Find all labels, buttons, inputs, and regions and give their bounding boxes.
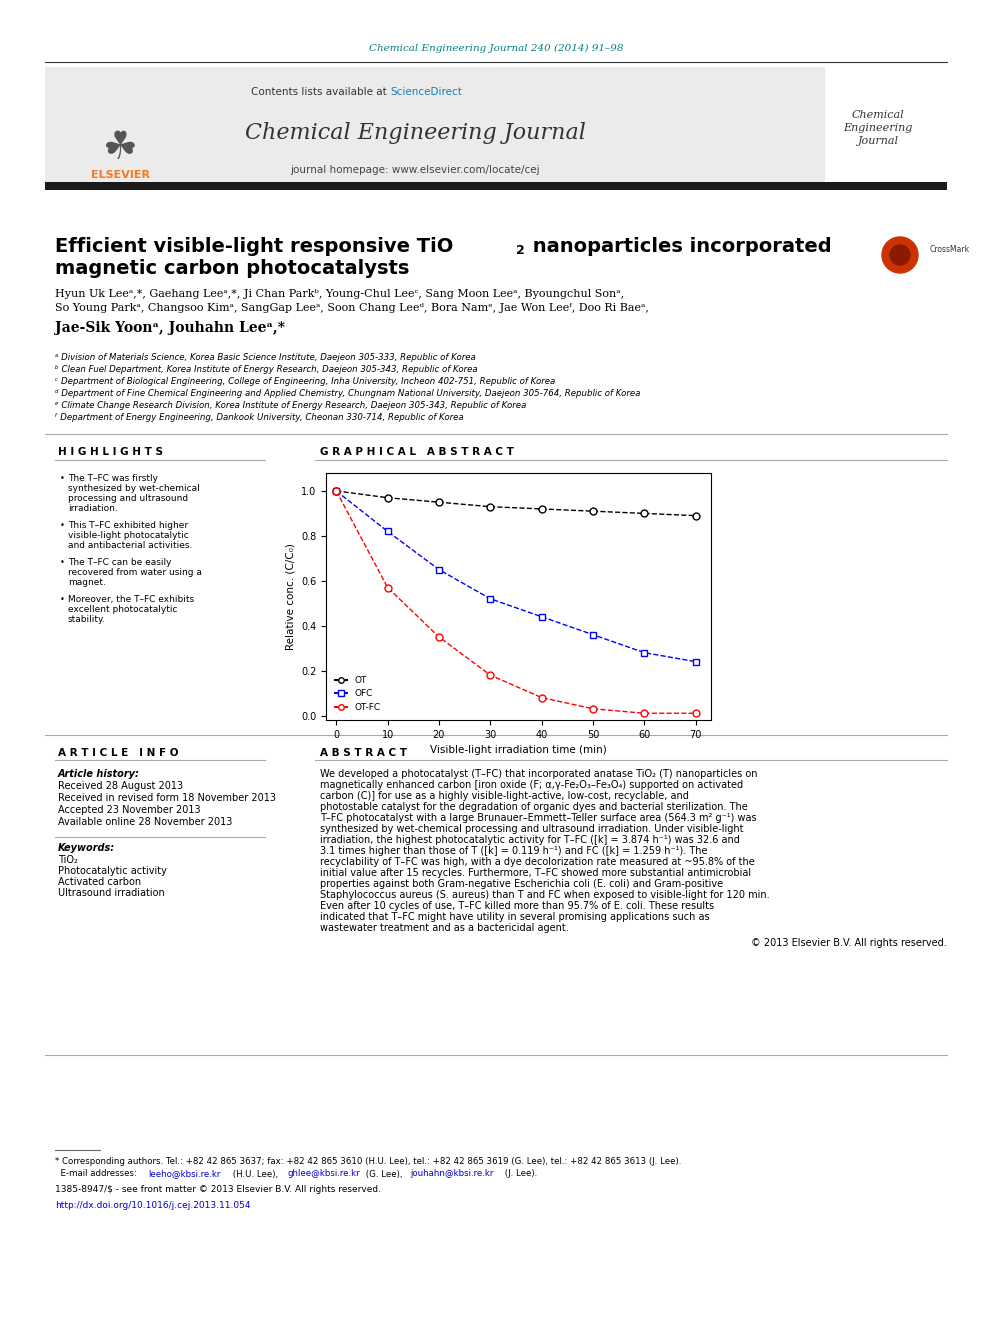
Text: Jae-Sik Yoonᵃ, Jouhahn Leeᵃ,*: Jae-Sik Yoonᵃ, Jouhahn Leeᵃ,* bbox=[55, 321, 285, 335]
Text: journal homepage: www.elsevier.com/locate/cej: journal homepage: www.elsevier.com/locat… bbox=[291, 165, 540, 175]
Text: recovered from water using a: recovered from water using a bbox=[68, 568, 202, 577]
Text: visible-light photocatalytic: visible-light photocatalytic bbox=[68, 531, 188, 540]
Text: leeho@kbsi.re.kr: leeho@kbsi.re.kr bbox=[148, 1170, 220, 1179]
Text: ᶠ Department of Energy Engineering, Dankook University, Cheonan 330-714, Republi: ᶠ Department of Energy Engineering, Dank… bbox=[55, 413, 463, 422]
Text: Received 28 August 2013: Received 28 August 2013 bbox=[58, 781, 184, 791]
Text: Activated carbon: Activated carbon bbox=[58, 877, 141, 886]
Text: Keywords:: Keywords: bbox=[58, 843, 115, 853]
Text: (G. Lee),: (G. Lee), bbox=[363, 1170, 406, 1179]
Text: 1385-8947/$ - see front matter © 2013 Elsevier B.V. All rights reserved.: 1385-8947/$ - see front matter © 2013 El… bbox=[55, 1185, 381, 1195]
Text: Even after 10 cycles of use, T–FC killed more than 95.7% of E. coli. These resul: Even after 10 cycles of use, T–FC killed… bbox=[320, 901, 714, 912]
Text: (H.U. Lee),: (H.U. Lee), bbox=[230, 1170, 281, 1179]
Text: A B S T R A C T: A B S T R A C T bbox=[320, 747, 407, 758]
Text: 3.1 times higher than those of T ([k] = 0.119 h⁻¹) and FC ([k] = 1.259 h⁻¹). The: 3.1 times higher than those of T ([k] = … bbox=[320, 845, 707, 856]
Text: Accepted 23 November 2013: Accepted 23 November 2013 bbox=[58, 804, 200, 815]
Text: processing and ultrasound: processing and ultrasound bbox=[68, 493, 188, 503]
Text: Efficient visible-light responsive TiO: Efficient visible-light responsive TiO bbox=[55, 237, 453, 255]
Text: and antibacterial activities.: and antibacterial activities. bbox=[68, 541, 192, 550]
Text: recyclability of T–FC was high, with a dye decolorization rate measured at ~95.8: recyclability of T–FC was high, with a d… bbox=[320, 857, 755, 867]
Text: photostable catalyst for the degradation of organic dyes and bacterial steriliza: photostable catalyst for the degradation… bbox=[320, 802, 748, 812]
Text: We developed a photocatalyst (T–FC) that incorporated anatase TiO₂ (T) nanoparti: We developed a photocatalyst (T–FC) that… bbox=[320, 769, 758, 779]
Text: The T–FC was firstly: The T–FC was firstly bbox=[68, 474, 158, 483]
Text: Ultrasound irradiation: Ultrasound irradiation bbox=[58, 888, 165, 898]
Text: So Young Parkᵃ, Changsoo Kimᵃ, SangGap Leeᵃ, Soon Chang Leeᵈ, Bora Namᵉ, Jae Won: So Young Parkᵃ, Changsoo Kimᵃ, SangGap L… bbox=[55, 303, 649, 314]
Text: nanoparticles incorporated: nanoparticles incorporated bbox=[526, 237, 831, 255]
Y-axis label: Relative conc. (C/C₀): Relative conc. (C/C₀) bbox=[286, 542, 296, 650]
Text: synthesized by wet-chemical processing and ultrasound irradiation. Under visible: synthesized by wet-chemical processing a… bbox=[320, 824, 743, 833]
Text: •: • bbox=[60, 474, 64, 483]
Text: indicated that T–FC might have utility in several promising applications such as: indicated that T–FC might have utility i… bbox=[320, 912, 709, 922]
Text: Chemical Engineering Journal 240 (2014) 91–98: Chemical Engineering Journal 240 (2014) … bbox=[369, 44, 623, 53]
Text: A R T I C L E   I N F O: A R T I C L E I N F O bbox=[58, 747, 179, 758]
Text: CrossMark: CrossMark bbox=[930, 246, 970, 254]
Text: jouhahn@kbsi.re.kr: jouhahn@kbsi.re.kr bbox=[410, 1170, 493, 1179]
Bar bbox=[45, 67, 825, 185]
Text: Article history:: Article history: bbox=[58, 769, 140, 779]
Text: Chemical Engineering Journal: Chemical Engineering Journal bbox=[245, 122, 585, 144]
Text: carbon (C)] for use as a highly visible-light-active, low-cost, recyclable, and: carbon (C)] for use as a highly visible-… bbox=[320, 791, 688, 800]
Text: E-mail addresses:: E-mail addresses: bbox=[55, 1170, 140, 1179]
Legend: OT, OFC, OT-FC: OT, OFC, OT-FC bbox=[330, 672, 385, 716]
Text: H I G H L I G H T S: H I G H L I G H T S bbox=[58, 447, 163, 456]
Circle shape bbox=[890, 245, 910, 265]
Text: synthesized by wet-chemical: synthesized by wet-chemical bbox=[68, 484, 199, 493]
Text: ELSEVIER: ELSEVIER bbox=[90, 169, 150, 180]
Text: ScienceDirect: ScienceDirect bbox=[390, 87, 462, 97]
Text: ghlee@kbsi.re.kr: ghlee@kbsi.re.kr bbox=[288, 1170, 361, 1179]
Bar bbox=[45, 183, 947, 191]
Text: Received in revised form 18 November 2013: Received in revised form 18 November 201… bbox=[58, 792, 276, 803]
Text: ᶜ Department of Biological Engineering, College of Engineering, Inha University,: ᶜ Department of Biological Engineering, … bbox=[55, 377, 556, 385]
X-axis label: Visible-light irradiation time (min): Visible-light irradiation time (min) bbox=[431, 745, 607, 755]
Text: Photocatalytic activity: Photocatalytic activity bbox=[58, 867, 167, 876]
Text: •: • bbox=[60, 595, 64, 605]
Text: G R A P H I C A L   A B S T R A C T: G R A P H I C A L A B S T R A C T bbox=[320, 447, 514, 456]
Text: 2: 2 bbox=[516, 245, 525, 258]
Text: http://dx.doi.org/10.1016/j.cej.2013.11.054: http://dx.doi.org/10.1016/j.cej.2013.11.… bbox=[55, 1200, 251, 1209]
Text: Chemical
Engineering
Journal: Chemical Engineering Journal bbox=[843, 110, 913, 147]
Text: •: • bbox=[60, 521, 64, 531]
Text: irradiation.: irradiation. bbox=[68, 504, 118, 513]
Text: •: • bbox=[60, 558, 64, 568]
Text: initial value after 15 recycles. Furthermore, T–FC showed more substantial antim: initial value after 15 recycles. Further… bbox=[320, 868, 751, 878]
Text: T–FC photocatalyst with a large Brunauer–Emmett–Teller surface area (564.3 m² g⁻: T–FC photocatalyst with a large Brunauer… bbox=[320, 814, 757, 823]
Text: © 2013 Elsevier B.V. All rights reserved.: © 2013 Elsevier B.V. All rights reserved… bbox=[751, 938, 947, 949]
Text: ᵉ Climate Change Research Division, Korea Institute of Energy Research, Daejeon : ᵉ Climate Change Research Division, Kore… bbox=[55, 401, 526, 410]
Text: magnetic carbon photocatalysts: magnetic carbon photocatalysts bbox=[55, 258, 410, 278]
Text: excellent photocatalytic: excellent photocatalytic bbox=[68, 605, 178, 614]
Text: magnet.: magnet. bbox=[68, 578, 106, 587]
Circle shape bbox=[882, 237, 918, 273]
Text: Moreover, the T–FC exhibits: Moreover, the T–FC exhibits bbox=[68, 595, 194, 605]
Text: ᵇ Clean Fuel Department, Korea Institute of Energy Research, Daejeon 305-343, Re: ᵇ Clean Fuel Department, Korea Institute… bbox=[55, 365, 477, 373]
Text: ☘: ☘ bbox=[102, 130, 138, 167]
Text: Contents lists available at: Contents lists available at bbox=[251, 87, 390, 97]
Text: This T–FC exhibited higher: This T–FC exhibited higher bbox=[68, 521, 188, 531]
Text: Hyun Uk Leeᵃ,*, Gaehang Leeᵃ,*, Ji Chan Parkᵇ, Young-Chul Leeᶜ, Sang Moon Leeᵃ, : Hyun Uk Leeᵃ,*, Gaehang Leeᵃ,*, Ji Chan … bbox=[55, 288, 624, 299]
Text: * Corresponding authors. Tel.: +82 42 865 3637; fax: +82 42 865 3610 (H.U. Lee),: * Corresponding authors. Tel.: +82 42 86… bbox=[55, 1156, 682, 1166]
Text: properties against both Gram-negative Escherichia coli (E. coli) and Gram-positi: properties against both Gram-negative Es… bbox=[320, 878, 723, 889]
Text: irradiation, the highest photocatalytic activity for T–FC ([k] = 3.874 h⁻¹) was : irradiation, the highest photocatalytic … bbox=[320, 835, 740, 845]
Text: Staphylococcus aureus (S. aureus) than T and FC when exposed to visible-light fo: Staphylococcus aureus (S. aureus) than T… bbox=[320, 890, 770, 900]
Text: ᵃ Division of Materials Science, Korea Basic Science Institute, Daejeon 305-333,: ᵃ Division of Materials Science, Korea B… bbox=[55, 352, 476, 361]
Text: TiO₂: TiO₂ bbox=[58, 855, 78, 865]
Text: ᵈ Department of Fine Chemical Engineering and Applied Chemistry, Chungnam Nation: ᵈ Department of Fine Chemical Engineerin… bbox=[55, 389, 641, 397]
Text: (J. Lee).: (J. Lee). bbox=[502, 1170, 538, 1179]
Text: wastewater treatment and as a bactericidal agent.: wastewater treatment and as a bactericid… bbox=[320, 923, 568, 933]
Text: Available online 28 November 2013: Available online 28 November 2013 bbox=[58, 818, 232, 827]
Text: magnetically enhanced carbon [iron oxide (F; α,γ-Fe₂O₃–Fe₃O₄) supported on activ: magnetically enhanced carbon [iron oxide… bbox=[320, 781, 743, 790]
Text: The T–FC can be easily: The T–FC can be easily bbox=[68, 558, 172, 568]
Text: stability.: stability. bbox=[68, 615, 106, 624]
